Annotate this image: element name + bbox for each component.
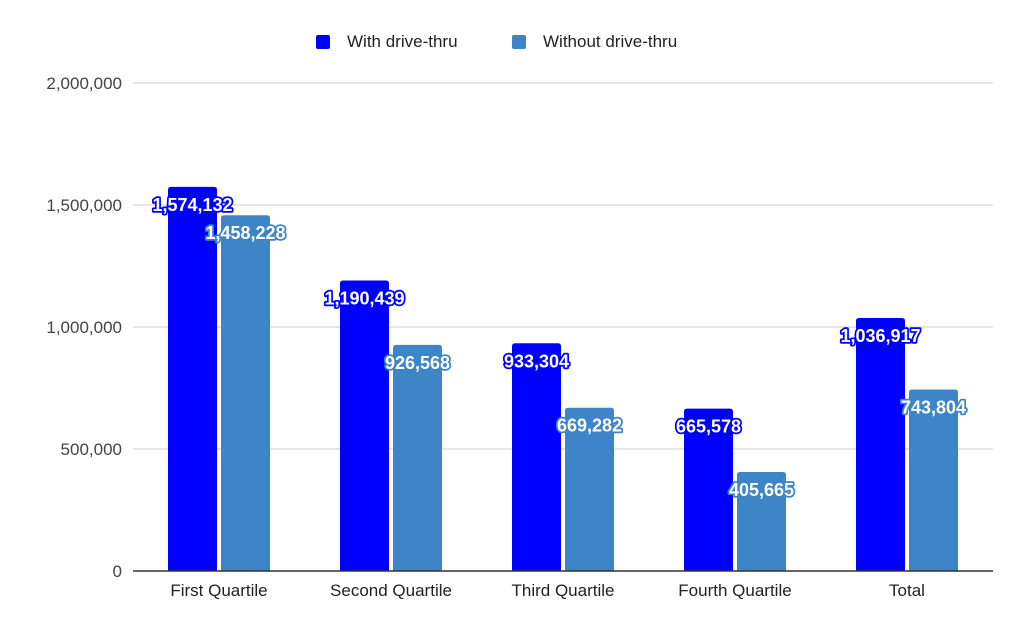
data-label-without-drive-thru-3: 405,665 [729,480,794,500]
data-label-with-drive-thru-1: 1,190,439 [324,289,404,309]
y-tick-label-1: 500,000 [61,440,122,459]
data-label-without-drive-thru-1: 926,568 [385,353,450,373]
legend-label-with-drive-thru: With drive-thru [347,32,458,51]
data-label-with-drive-thru-4: 1,036,917 [840,326,920,346]
data-label-with-drive-thru-0: 1,574,132 [152,195,232,215]
data-label-with-drive-thru-3: 665,578 [676,417,741,437]
data-label-without-drive-thru-4: 743,804 [901,398,966,418]
x-tick-label-2: Third Quartile [512,581,615,600]
legend-item-with-drive-thru[interactable]: With drive-thru [316,31,458,53]
y-tick-label-4: 2,000,000 [46,74,122,93]
bar-without-drive-thru-3 [737,472,786,571]
bar-without-drive-thru-1 [393,344,442,571]
x-tick-label-1: Second Quartile [330,581,452,600]
chart-legend: With drive-thru Without drive-thru [0,31,1024,53]
legend-swatch-without-drive-thru [512,35,526,49]
bar-with-drive-thru-0 [168,186,217,571]
x-tick-label-4: Total [889,581,925,600]
legend-item-without-drive-thru[interactable]: Without drive-thru [512,31,677,53]
legend-swatch-with-drive-thru [316,35,330,49]
data-label-without-drive-thru-2: 669,282 [557,416,622,436]
y-tick-label-3: 1,500,000 [46,196,122,215]
bar-without-drive-thru-2 [565,407,614,571]
data-label-without-drive-thru-0: 1,458,228 [205,223,285,243]
bar-with-drive-thru-4 [856,317,905,571]
legend-label-without-drive-thru: Without drive-thru [543,32,678,51]
bar-without-drive-thru-4 [909,389,958,571]
x-tick-label-0: First Quartile [170,581,267,600]
x-tick-label-3: Fourth Quartile [678,581,791,600]
data-label-with-drive-thru-2: 933,304 [504,351,569,371]
bar-without-drive-thru-0 [221,215,270,571]
bar-with-drive-thru-2 [512,343,561,571]
y-tick-label-0: 0 [113,562,122,581]
y-tick-label-2: 1,000,000 [46,318,122,337]
bar-with-drive-thru-3 [684,408,733,571]
bar-with-drive-thru-1 [340,280,389,571]
